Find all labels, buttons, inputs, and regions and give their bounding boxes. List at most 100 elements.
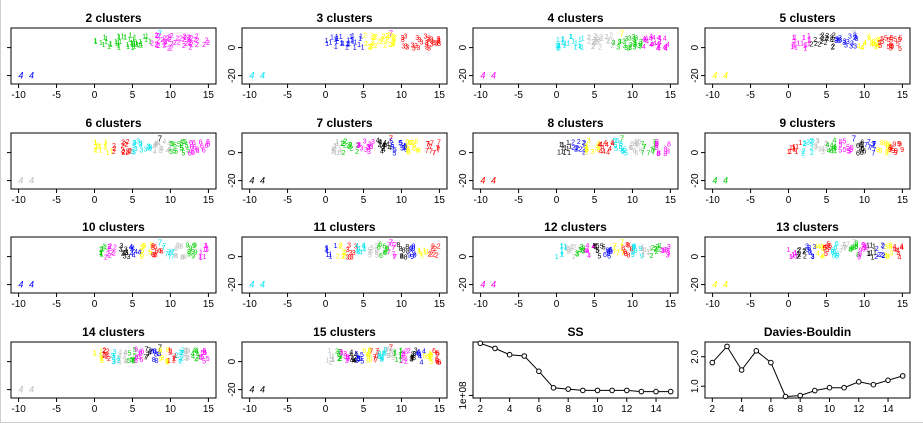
x-tick-label: 10: [165, 404, 177, 415]
data-point: 3: [112, 359, 116, 366]
data-point: 2: [190, 36, 194, 43]
data-point: 6: [367, 351, 371, 358]
data-point: 2: [182, 37, 186, 44]
outlier-point: 4: [480, 175, 485, 185]
data-point: 1: [99, 249, 103, 256]
data-point: 3: [347, 242, 351, 249]
data-point: 7: [164, 251, 168, 258]
data-point: 2: [150, 40, 154, 47]
data-point: 1: [202, 247, 206, 254]
data-point: 1: [172, 358, 176, 365]
x-tick-label: 0: [323, 299, 329, 310]
data-point: 2: [113, 245, 117, 252]
data-point: 7: [392, 251, 396, 258]
x-tick-label: 15: [665, 195, 677, 206]
data-point: 6: [385, 246, 389, 253]
data-point: 2: [571, 145, 575, 152]
data-point: 2: [658, 247, 662, 254]
data-point: 5: [624, 150, 628, 157]
data-point: 5: [171, 141, 175, 148]
data-point: 2: [825, 36, 829, 43]
data-point: 9: [410, 254, 414, 261]
series-point: [667, 388, 674, 395]
data-point: 5: [429, 353, 433, 360]
data-point: 6: [154, 249, 158, 256]
data-point: 1: [168, 347, 172, 354]
y-tick-label: -20: [690, 173, 701, 188]
x-tick-label: 15: [665, 90, 677, 101]
data-point: 3: [837, 38, 841, 45]
data-point: 4: [601, 145, 605, 152]
data-point: 2: [177, 40, 181, 47]
data-point: 7: [387, 243, 391, 250]
data-point: 1: [104, 145, 108, 152]
data-point: 3: [184, 351, 188, 358]
data-point: 2: [571, 140, 575, 147]
data-point: 5: [127, 351, 131, 358]
data-point: 4: [415, 351, 419, 358]
data-point: 9: [865, 245, 869, 252]
data-point: 1: [558, 42, 562, 49]
data-point: 3: [814, 145, 818, 152]
data-point: 4: [656, 46, 660, 53]
data-point: 6: [635, 141, 639, 148]
data-point: 3: [416, 45, 420, 52]
x-tick-label: -10: [242, 90, 257, 101]
data-point: 5: [139, 254, 143, 261]
data-point: 2: [369, 43, 373, 50]
data-point: 1: [350, 38, 354, 45]
data-point: 2: [593, 37, 597, 44]
outlier-point: 4: [480, 70, 485, 80]
data-point: 5: [887, 44, 891, 51]
data-point: 6: [379, 253, 383, 260]
data-point: 2: [347, 144, 351, 151]
data-point: 1: [330, 357, 334, 364]
data-point: 5: [898, 37, 902, 44]
x-tick-label: -5: [52, 404, 61, 415]
data-point: 9: [392, 349, 396, 356]
data-point: 2: [337, 356, 341, 363]
data-point: 3: [348, 254, 352, 261]
data-point: 5: [169, 149, 173, 156]
data-point: 7: [432, 150, 436, 157]
x-tick-label: 12: [853, 404, 865, 415]
data-point: 4: [642, 44, 646, 51]
data-point: 1: [418, 249, 422, 256]
data-point: 3: [149, 145, 153, 152]
data-point: 2: [400, 358, 404, 365]
data-point: 2: [407, 348, 411, 355]
data-point: 1: [114, 39, 118, 46]
x-tick-label: 5: [361, 404, 367, 415]
data-point: 1: [96, 142, 100, 149]
data-point: 3: [667, 244, 671, 251]
panel-title: 4 clusters: [547, 11, 603, 25]
data-point: 7: [168, 254, 172, 261]
x-tick-label: -10: [11, 195, 26, 206]
x-tick-label: 15: [203, 299, 215, 310]
y-tick-label: 0: [690, 149, 701, 155]
data-point: 3: [853, 35, 857, 42]
data-point: 2: [821, 33, 825, 40]
data-point: 6: [407, 150, 411, 157]
data-point: 4: [664, 46, 668, 53]
x-tick-label: 0: [92, 90, 98, 101]
data-point: 3: [585, 146, 589, 153]
data-point: 2: [574, 147, 578, 154]
data-point: 2: [824, 35, 828, 42]
data-point: 1: [793, 251, 797, 258]
data-point: 7: [429, 148, 433, 155]
data-point: 3: [120, 243, 124, 250]
data-point: 1: [347, 40, 351, 47]
data-point: 1: [648, 246, 652, 253]
y-tick-label: -20: [690, 277, 701, 292]
data-point: 6: [206, 139, 210, 146]
data-point: 1: [563, 145, 567, 152]
data-point: 7: [641, 141, 645, 148]
data-point: 3: [807, 245, 811, 252]
data-point: 9: [391, 355, 395, 362]
plot-frame: [241, 236, 448, 294]
data-point: 6: [831, 249, 835, 256]
data-point: 6: [158, 248, 162, 255]
panel-title: 14 clusters: [82, 325, 145, 339]
data-point: 2: [386, 37, 390, 44]
